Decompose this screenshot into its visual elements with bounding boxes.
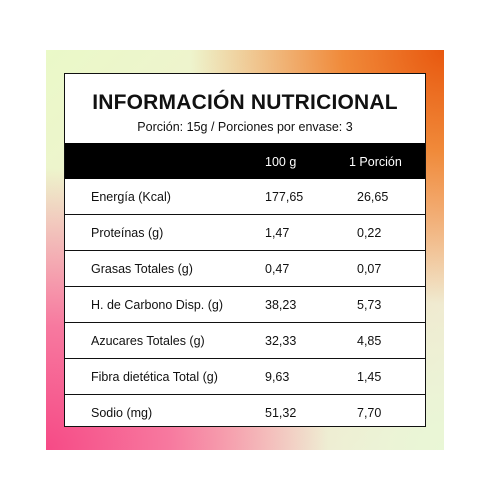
value-portion: 4,85 — [357, 334, 382, 348]
column-header-portion: 1 Porción — [349, 155, 402, 169]
nutrient-label: Azucares Totales (g) — [91, 334, 205, 348]
table-row: Grasas Totales (g) 0,47 0,07 — [65, 251, 425, 287]
value-100g: 9,63 — [265, 370, 290, 384]
value-100g: 38,23 — [265, 298, 297, 312]
value-portion: 7,70 — [357, 406, 382, 420]
value-portion: 26,65 — [357, 190, 389, 204]
table-header: 100 g 1 Porción — [65, 143, 425, 179]
table-row: Proteínas (g) 1,47 0,22 — [65, 215, 425, 251]
portion-info: Porción: 15g / Porciones por envase: 3 — [137, 120, 353, 134]
value-portion: 5,73 — [357, 298, 382, 312]
value-100g: 1,47 — [265, 226, 290, 240]
table-row: H. de Carbono Disp. (g) 38,23 5,73 — [65, 287, 425, 323]
nutrition-title: INFORMACIÓN NUTRICIONAL — [92, 91, 398, 114]
table-row: Azucares Totales (g) 32,33 4,85 — [65, 323, 425, 359]
nutrient-label: Grasas Totales (g) — [91, 262, 193, 276]
value-portion: 0,22 — [357, 226, 382, 240]
table-row: Energía (Kcal) 177,65 26,65 — [65, 179, 425, 215]
value-100g: 32,33 — [265, 334, 297, 348]
nutrient-label: Fibra dietética Total (g) — [91, 370, 218, 384]
value-100g: 177,65 — [265, 190, 304, 204]
nutrient-label: Sodio (mg) — [91, 406, 153, 420]
value-portion: 1,45 — [357, 370, 382, 384]
nutrition-label: INFORMACIÓN NUTRICIONAL Porción: 15g / P… — [64, 73, 426, 427]
value-100g: 0,47 — [265, 262, 290, 276]
column-header-100g: 100 g — [265, 155, 297, 169]
nutrient-label: H. de Carbono Disp. (g) — [91, 298, 224, 312]
value-100g: 51,32 — [265, 406, 297, 420]
nutrient-label: Energía (Kcal) — [91, 190, 171, 204]
nutrient-label: Proteínas (g) — [91, 226, 164, 240]
table-row: Sodio (mg) 51,32 7,70 — [65, 395, 425, 427]
value-portion: 0,07 — [357, 262, 382, 276]
table-row: Fibra dietética Total (g) 9,63 1,45 — [65, 359, 425, 395]
